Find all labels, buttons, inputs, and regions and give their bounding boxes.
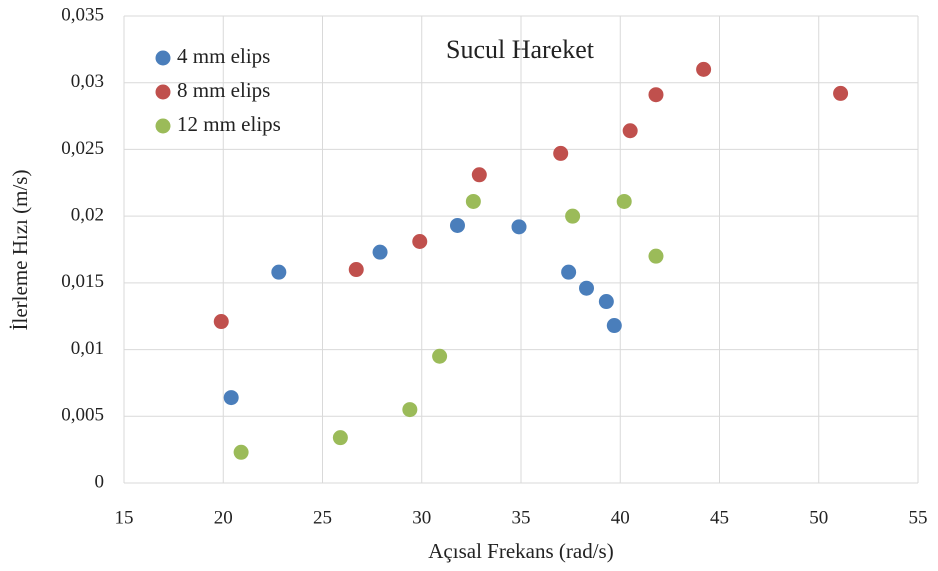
- point: [449, 217, 465, 233]
- y-tick-label: 0,01: [71, 338, 104, 359]
- point: [622, 123, 638, 139]
- point: [372, 244, 388, 260]
- point: [471, 167, 487, 183]
- point: [332, 430, 348, 446]
- legend-label: 4 mm elips: [177, 44, 270, 68]
- legend-marker: [155, 50, 171, 66]
- x-tick-label: 15: [115, 507, 134, 528]
- legend-marker: [155, 118, 171, 134]
- point: [432, 348, 448, 364]
- point: [606, 318, 622, 334]
- point: [579, 280, 595, 296]
- legend-marker: [155, 84, 171, 100]
- point: [553, 145, 569, 161]
- legend-label: 8 mm elips: [177, 78, 270, 102]
- x-tick-label: 30: [412, 507, 431, 528]
- x-tick-label: 20: [214, 507, 233, 528]
- y-tick-label: 0: [95, 471, 105, 492]
- x-tick-label: 25: [313, 507, 332, 528]
- point: [465, 193, 481, 209]
- point: [648, 87, 664, 103]
- y-tick-label: 0,015: [61, 271, 104, 292]
- y-tick-label: 0,03: [71, 71, 104, 92]
- chart-title: Sucul Hareket: [446, 35, 595, 64]
- y-axis-label: İlerleme Hızı (m/s): [8, 170, 32, 331]
- point: [616, 193, 632, 209]
- point: [271, 264, 287, 280]
- point: [696, 61, 712, 77]
- legend-label: 12 mm elips: [177, 112, 281, 136]
- y-tick-label: 0,005: [61, 405, 104, 426]
- y-tick-label: 0,02: [71, 205, 104, 226]
- point: [833, 85, 849, 101]
- point: [561, 264, 577, 280]
- x-tick-label: 45: [710, 507, 729, 528]
- point: [233, 444, 249, 460]
- point: [348, 262, 364, 278]
- point: [565, 208, 581, 224]
- point: [598, 294, 614, 310]
- point: [213, 314, 229, 330]
- x-tick-label: 50: [809, 507, 828, 528]
- x-tick-label: 55: [909, 507, 928, 528]
- point: [223, 390, 239, 406]
- x-tick-label: 35: [512, 507, 531, 528]
- x-axis-label: Açısal Frekans (rad/s): [428, 539, 613, 563]
- y-tick-label: 0,025: [61, 138, 104, 159]
- point: [511, 219, 527, 235]
- point: [648, 248, 664, 264]
- point: [402, 402, 418, 418]
- y-tick-label: 0,035: [61, 4, 104, 25]
- point: [412, 233, 428, 249]
- x-tick-label: 40: [611, 507, 630, 528]
